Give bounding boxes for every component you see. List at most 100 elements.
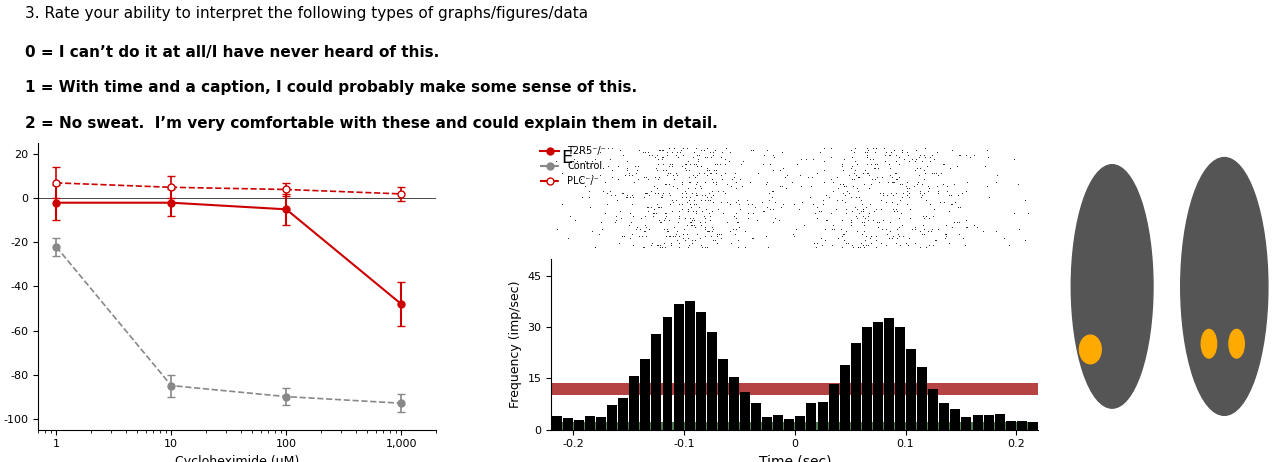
Point (882, 192, 903, 199)
Point (647, 185, 668, 192)
Point (920, 228, 941, 235)
Point (624, 178, 645, 185)
Point (649, 146, 669, 154)
Bar (950, 409, 960, 430)
Point (947, 192, 968, 199)
Point (714, 155, 735, 163)
Point (914, 153, 935, 160)
Point (859, 185, 879, 192)
Bar (563, 418, 573, 430)
Point (882, 198, 903, 206)
Point (569, 149, 590, 156)
Bar (1028, 422, 1038, 430)
Point (673, 225, 694, 233)
Point (973, 228, 994, 235)
Point (909, 151, 929, 158)
Point (676, 189, 696, 197)
Point (867, 160, 887, 167)
Point (927, 171, 947, 179)
Point (622, 192, 642, 199)
Point (936, 232, 956, 240)
Point (696, 194, 717, 201)
Point (931, 169, 951, 176)
Point (851, 207, 872, 215)
Bar (773, 415, 783, 430)
Point (669, 232, 690, 240)
Point (919, 241, 940, 249)
Point (662, 241, 682, 249)
Point (678, 241, 699, 249)
Point (647, 241, 668, 249)
Point (912, 194, 932, 201)
Point (742, 210, 763, 217)
Point (738, 210, 759, 217)
Point (564, 216, 585, 224)
Point (919, 153, 940, 160)
Point (685, 237, 705, 244)
Point (686, 201, 706, 208)
Point (669, 239, 690, 246)
Point (820, 210, 841, 217)
Point (879, 219, 900, 226)
Point (605, 216, 626, 224)
Point (886, 151, 906, 158)
Point (592, 164, 613, 172)
Point (758, 196, 778, 203)
Point (858, 216, 878, 224)
Point (894, 189, 914, 197)
Point (731, 176, 751, 183)
Point (708, 230, 728, 237)
Point (833, 189, 854, 197)
Bar (696, 312, 705, 430)
Point (619, 210, 640, 217)
Point (695, 243, 715, 251)
Point (773, 164, 794, 172)
Point (828, 235, 849, 242)
Point (878, 160, 899, 167)
Point (701, 176, 722, 183)
Point (801, 182, 822, 190)
Point (651, 219, 672, 226)
Point (762, 194, 782, 201)
Point (817, 216, 837, 224)
Point (656, 151, 677, 158)
Point (691, 196, 712, 203)
Point (679, 178, 700, 185)
Point (691, 221, 712, 228)
Point (910, 164, 931, 172)
Point (567, 158, 587, 165)
Point (838, 239, 859, 246)
Point (645, 173, 665, 181)
Point (597, 162, 618, 170)
Point (890, 196, 910, 203)
Point (599, 144, 619, 152)
Point (653, 160, 673, 167)
Point (683, 201, 704, 208)
Point (858, 169, 878, 176)
Point (755, 232, 776, 240)
Bar (718, 359, 728, 430)
Point (676, 167, 696, 174)
Point (597, 189, 618, 197)
Point (617, 194, 637, 201)
Point (645, 189, 665, 197)
Point (790, 171, 810, 179)
Point (670, 146, 691, 154)
Point (886, 235, 906, 242)
Point (727, 219, 747, 226)
Point (755, 180, 776, 188)
Point (906, 180, 927, 188)
Point (773, 201, 794, 208)
Point (646, 151, 667, 158)
Point (741, 201, 762, 208)
Point (665, 169, 686, 176)
Point (701, 223, 722, 231)
Point (899, 189, 919, 197)
Point (856, 241, 877, 249)
Point (836, 210, 856, 217)
Point (763, 187, 783, 195)
Point (891, 180, 912, 188)
Point (600, 155, 620, 163)
Point (905, 146, 926, 154)
Point (653, 167, 673, 174)
